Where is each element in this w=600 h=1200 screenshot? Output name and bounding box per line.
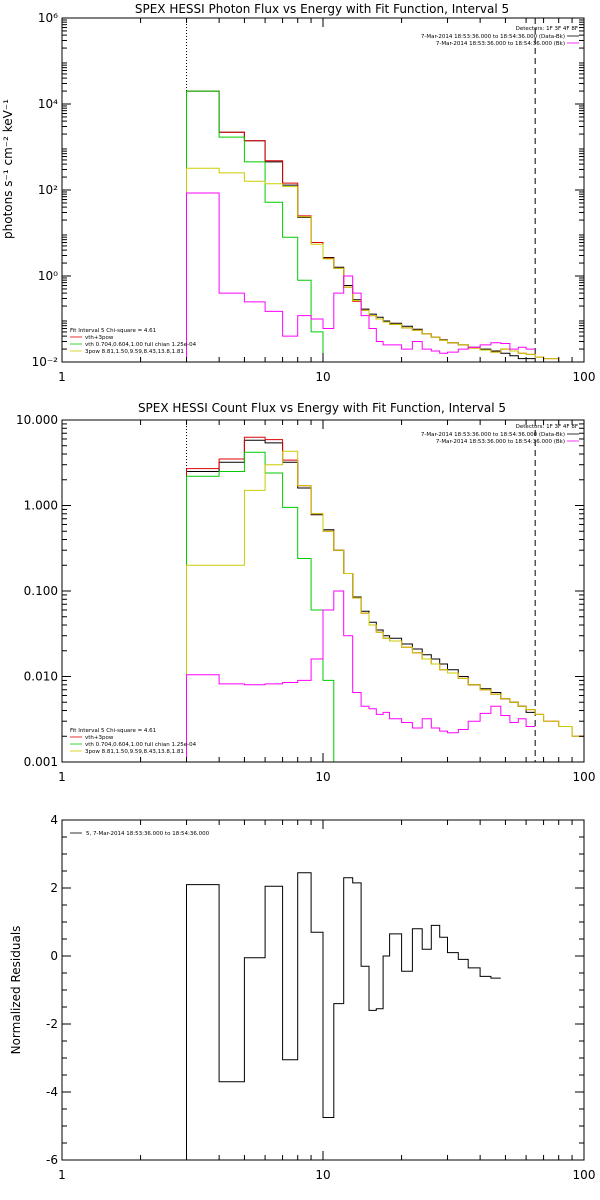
count-flux-ytick-label-3: 1.000 [24, 499, 58, 513]
photon-flux-bk-time: 7-Mar-2014 18:53:36.000 to 18:54:36.000 … [436, 41, 565, 47]
residuals-ytick-label-5: 4 [50, 813, 58, 827]
count-flux-series-sum [186, 436, 584, 762]
photon-flux-ytick-label-4: 10⁶ [38, 11, 58, 25]
count-flux-detectors: Detectors: 1F 3F 4F 8F [516, 424, 578, 430]
photon-flux-ytick-label-1: 10⁰ [38, 269, 58, 283]
count-flux-ytick-label-0: 0.001 [24, 755, 58, 769]
count-flux-ytick-label-2: 0.100 [24, 584, 58, 598]
count-flux-legend-thermal: vth 0.704,0.604,1.00 full chian 1.25e-04 [85, 742, 197, 748]
count-flux-xtick-label-1: 10 [315, 770, 330, 784]
photon-flux-series-background [186, 192, 536, 362]
photon-flux-data-time: 7-Mar-2014 18:53:36.000 to 18:54:36.000 … [421, 34, 565, 40]
count-flux-xtick-label-0: 1 [58, 770, 66, 784]
residuals-plot: 1 10 100 -6 -4 -2 0 2 4 [46, 813, 595, 1182]
count-flux-legend-sum: vth+3pow [85, 735, 114, 741]
count-flux-legend-powerlaw: 3pow 8.81,1.50,9.59,8.43,13.8,1.81 [85, 749, 184, 755]
residuals-panel: Normalized Residuals 1 10 100 -6 -4 -2 0 2 4 5, … [9, 813, 595, 1182]
count-flux-panel: SPEX HESSI Count Flux vs Energy with Fit… [16, 401, 595, 784]
count-flux-xtick-label-2: 100 [573, 770, 596, 784]
residuals-ytick-label-2: -2 [46, 1017, 58, 1031]
count-flux-ytick-label-4: 10.000 [16, 413, 58, 427]
count-flux-legend-header: Fit Interval 5 Chi-square = 4.61 [70, 728, 156, 734]
count-flux-series-powerlaw [186, 450, 584, 762]
count-flux-plot: 1 10 100 0.001 0.010 0.100 1.000 10.000 [16, 413, 595, 784]
photon-flux-ylabel: photons s⁻¹ cm⁻² keV⁻¹ [1, 99, 15, 239]
photon-flux-detectors: Detectors: 1F 3F 4F 8F [516, 26, 578, 32]
residuals-xtick-label-1: 10 [315, 1168, 330, 1182]
count-flux-bk-time: 7-Mar-2014 18:53:36.000 to 18:54:36.000 … [436, 439, 565, 445]
count-flux-ytick-label-1: 0.010 [24, 670, 58, 684]
photon-flux-xtick-label-0: 1 [58, 370, 66, 384]
photon-flux-series-powerlaw [186, 167, 584, 362]
photon-flux-legend-header: Fit Interval 5 Chi-square = 4.61 [70, 328, 156, 334]
photon-flux-ytick-label-3: 10⁴ [38, 97, 58, 111]
count-flux-series-background [186, 590, 536, 762]
photon-flux-ytick-label-0: 10⁻² [32, 355, 59, 369]
residuals-ytick-label-0: -6 [46, 1153, 58, 1167]
count-flux-series-thermal [186, 451, 344, 762]
count-flux-data-time: 7-Mar-2014 18:53:36.000 to 18:54:36.000 … [421, 432, 565, 438]
photon-flux-ytick-label-2: 10² [38, 183, 58, 197]
photon-flux-legend-thermal: vth 0.704,0.604,1.00 full chian 1.25e-04 [85, 342, 197, 348]
residuals-ytick-label-4: 2 [50, 881, 58, 895]
photon-flux-title: SPEX HESSI Photon Flux vs Energy with Fi… [135, 2, 509, 16]
residuals-legend: 5, 7-Mar-2014 18:53:36.000 to 18:54:36.0… [86, 831, 210, 837]
count-flux-title: SPEX HESSI Count Flux vs Energy with Fit… [138, 401, 506, 415]
photon-flux-panel: SPEX HESSI Photon Flux vs Energy with Fi… [1, 2, 595, 384]
count-flux-frame [61, 419, 585, 763]
residuals-ytick-label-3: 0 [50, 949, 58, 963]
photon-flux-legend-sum: vth+3pow [85, 335, 114, 341]
residuals-ylabel: Normalized Residuals [9, 926, 23, 1055]
residuals-series-residuals [186, 872, 501, 1160]
residuals-ytick-label-1: -4 [46, 1085, 58, 1099]
residuals-xtick-label-2: 100 [573, 1168, 596, 1182]
photon-flux-xtick-label-2: 100 [573, 370, 596, 384]
photon-flux-legend-powerlaw: 3pow 8.81,1.50,9.59,8.43,13.8,1.81 [85, 349, 184, 355]
photon-flux-series-total [186, 90, 536, 362]
photon-flux-plot: 1 10 100 10⁻² 10⁰ 10² 10⁴ 10⁶ [32, 11, 596, 384]
photon-flux-frame [61, 17, 585, 363]
photon-flux-series-thermal [186, 90, 334, 362]
residuals-xtick-label-0: 1 [58, 1168, 66, 1182]
photon-flux-xtick-label-1: 10 [315, 370, 330, 384]
